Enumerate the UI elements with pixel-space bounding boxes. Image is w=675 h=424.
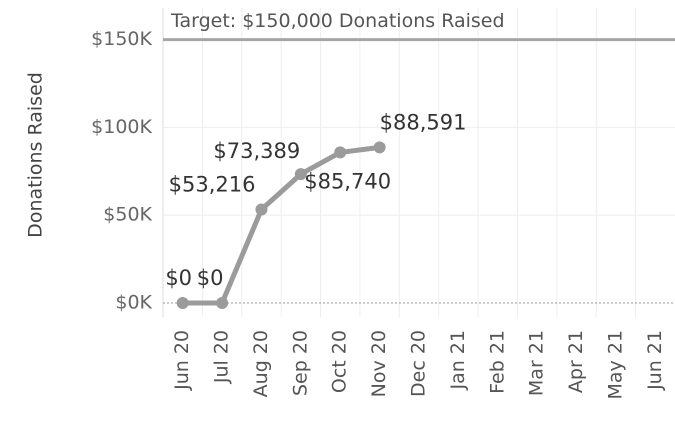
- x-tick-label: Aug 20: [250, 330, 272, 397]
- data-label: $85,740: [304, 169, 391, 193]
- series-line: [182, 144, 380, 306]
- x-tick-label: Feb 21: [486, 330, 508, 394]
- data-label: $0: [165, 266, 192, 290]
- y-tick-label: $150K: [91, 28, 152, 50]
- x-tick-label: Mar 21: [526, 330, 548, 396]
- data-point: [334, 146, 347, 159]
- x-tick-label: Dec 20: [408, 330, 430, 397]
- x-tick-label: Nov 20: [368, 330, 390, 397]
- y-tick-label: $50K: [103, 204, 152, 226]
- data-label: $0: [197, 266, 224, 290]
- data-label: $88,591: [380, 110, 467, 134]
- y-tick-label: $0K: [115, 291, 152, 313]
- data-label: $73,389: [213, 139, 300, 163]
- data-point: [294, 168, 307, 181]
- data-label: $53,216: [169, 173, 256, 197]
- x-tick-label: Apr 21: [565, 330, 587, 393]
- x-tick-label: Jan 21: [447, 330, 469, 391]
- data-point: [373, 141, 386, 154]
- x-tick-label: Jul 20: [211, 330, 233, 384]
- data-point: [255, 203, 268, 216]
- x-tick-label: Jun 21: [644, 330, 666, 391]
- data-point: [216, 296, 229, 309]
- reference-label: Target: $150,000 Donations Raised: [170, 10, 505, 32]
- data-point: [176, 296, 189, 309]
- y-axis-title: Donations Raised: [25, 72, 47, 238]
- x-tick-label: Sep 20: [289, 330, 311, 396]
- x-tick-label: Oct 20: [329, 330, 351, 393]
- x-tick-label: May 21: [604, 330, 626, 400]
- y-tick-label: $100K: [91, 116, 152, 138]
- x-tick-label: Jun 20: [171, 330, 193, 391]
